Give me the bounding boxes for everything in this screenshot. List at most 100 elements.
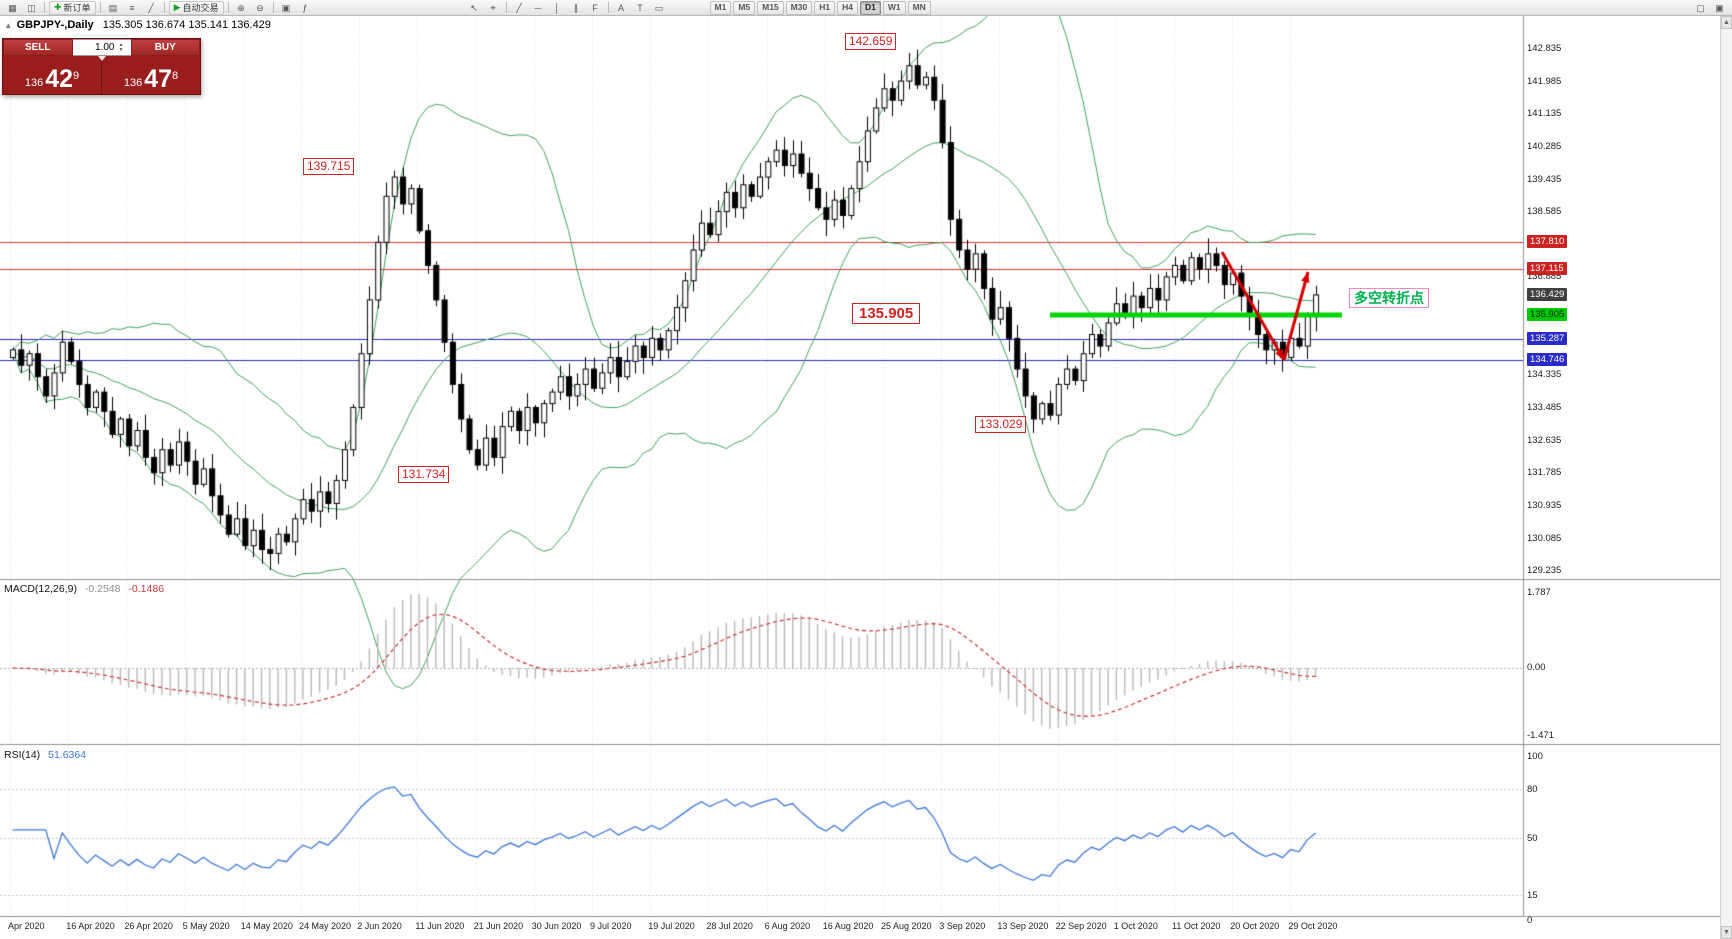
date-axis-label: 13 Sep 2020 bbox=[997, 921, 1049, 931]
new-order-button[interactable]: ✚ 新订单 bbox=[49, 0, 96, 15]
date-axis-label: 11 Jun 2020 bbox=[415, 921, 465, 931]
price-annotation-box[interactable]: 133.029 bbox=[975, 416, 1027, 433]
volume-stepper[interactable]: ▲ ▼ bbox=[118, 41, 124, 53]
new-order-button-icon: ✚ bbox=[54, 2, 62, 12]
price-axis-tick: 141.985 bbox=[1527, 75, 1562, 87]
rsi-title: RSI(14) bbox=[4, 749, 41, 761]
line-chart-icon[interactable]: ╱ bbox=[148, 2, 154, 13]
sell-button[interactable]: SELL bbox=[3, 39, 73, 56]
price-divider bbox=[101, 56, 102, 94]
timeframe-button-w1[interactable]: W1 bbox=[882, 0, 906, 15]
date-axis-label: 9 Jul 2020 bbox=[590, 921, 632, 931]
price-annotation-box[interactable]: 135.905 bbox=[852, 303, 921, 324]
timeframe-button-mn[interactable]: MN bbox=[907, 0, 931, 15]
price-axis-tick: 132.635 bbox=[1527, 434, 1562, 446]
price-axis-tick: 140.285 bbox=[1527, 140, 1562, 152]
timeframe-button-m30[interactable]: M30 bbox=[785, 0, 813, 15]
date-axis-label: 14 May 2020 bbox=[240, 921, 293, 931]
date-axis-label: 24 May 2020 bbox=[299, 921, 352, 931]
toolbar-separator bbox=[607, 2, 609, 13]
new-chart-icon[interactable]: ▦ bbox=[8, 2, 17, 13]
chart-grid-icon[interactable]: ▣ bbox=[281, 2, 291, 13]
macd-scale-tick: 1.787 bbox=[1527, 587, 1551, 598]
horizontal-line-icon[interactable]: ─ bbox=[534, 2, 542, 13]
price-axis-tick: 141.135 bbox=[1527, 108, 1562, 120]
toolbar-separator bbox=[227, 2, 229, 13]
price-annotation-box[interactable]: 142.659 bbox=[845, 33, 897, 50]
buy-price-sup: 8 bbox=[172, 70, 179, 82]
price-axis-tick: 130.935 bbox=[1527, 499, 1562, 511]
rsi-header: RSI(14) 51.6364 bbox=[4, 749, 86, 761]
vertical-line-icon[interactable]: │ bbox=[554, 2, 560, 13]
macd-signal-value: -0.1486 bbox=[128, 583, 165, 595]
timeframe-button-m15[interactable]: M15 bbox=[757, 0, 784, 15]
scroll-up-icon[interactable]: ▲ bbox=[1721, 16, 1732, 29]
crosshair-icon[interactable]: ⌖ bbox=[490, 2, 496, 13]
price-axis-tick: 129.235 bbox=[1527, 565, 1562, 577]
date-axis-label: 16 Aug 2020 bbox=[822, 921, 874, 931]
turning-point-label[interactable]: 多空转折点 bbox=[1349, 288, 1429, 308]
bar-chart-icon[interactable]: ≡ bbox=[129, 2, 135, 13]
date-axis-label: 1 Oct 2020 bbox=[1113, 921, 1158, 931]
chart-profiles-icon[interactable]: ◫ bbox=[27, 2, 36, 13]
one-click-toggle-icon[interactable]: ▴ bbox=[6, 20, 11, 30]
fibonacci-icon[interactable]: F bbox=[592, 2, 598, 13]
price-annotation-box[interactable]: 131.734 bbox=[398, 466, 450, 483]
one-click-trading-panel: SELL ▲▼ BUY 136 42 9 136 47 8 bbox=[2, 38, 201, 95]
sell-price-sup: 9 bbox=[73, 70, 80, 82]
candlestick-chart-icon[interactable]: ▤ bbox=[108, 2, 118, 13]
macd-header: MACD(12,26,9) -0.2548 -0.1486 bbox=[4, 583, 164, 595]
shapes-icon[interactable]: ▭ bbox=[654, 2, 664, 13]
zoom-in-icon[interactable]: ⊕ bbox=[237, 2, 245, 13]
auto-trading-button[interactable]: ▶ 自动交易 bbox=[168, 0, 224, 15]
timeframe-button-h1[interactable]: H1 bbox=[814, 0, 836, 15]
buy-price[interactable]: 136 47 8 bbox=[102, 56, 200, 94]
timeframe-button-d1[interactable]: D1 bbox=[859, 0, 881, 15]
price-axis-tick: 136.885 bbox=[1527, 271, 1562, 283]
rsi-value: 51.6364 bbox=[48, 749, 87, 761]
text-icon[interactable]: A bbox=[617, 2, 624, 13]
timeframe-button-h4[interactable]: H4 bbox=[837, 0, 858, 15]
date-axis-label: 5 May 2020 bbox=[182, 921, 230, 931]
date-axis-label: 26 Apr 2020 bbox=[124, 921, 173, 931]
sell-price[interactable]: 136 42 9 bbox=[3, 56, 101, 94]
date-axis-label: 6 Aug 2020 bbox=[764, 921, 811, 931]
date-axis-label: Apr 2020 bbox=[8, 921, 45, 931]
volume-input[interactable] bbox=[72, 41, 117, 54]
price-axis-tick-highlight: 137.115 bbox=[1527, 261, 1567, 275]
price-axis-tick: 134.335 bbox=[1527, 369, 1562, 381]
price-axis-tick: 138.585 bbox=[1527, 206, 1562, 218]
timeframe-button-m1[interactable]: M1 bbox=[709, 0, 732, 15]
dock-window-icon[interactable]: ▢ bbox=[1696, 2, 1705, 13]
price-axis-tick-highlight: 134.746 bbox=[1527, 352, 1568, 366]
trendline-icon[interactable]: ╱ bbox=[516, 2, 522, 13]
main-toolbar: ▦ ◫ ✚ 新订单 ▤ ≡ ╱ ▶ 自动交易 ⊕ ⊖ ▣ ƒ ↖ ⌖ ╱ ─ │ ∥ F A T ▭ M1 M5 M15 M30 H1… bbox=[0, 0, 1732, 16]
timeframe-button-m5[interactable]: M5 bbox=[733, 0, 756, 15]
price-axis-tick: 131.785 bbox=[1527, 467, 1562, 479]
buy-price-prefix: 136 bbox=[123, 77, 143, 89]
cursor-icon[interactable]: ↖ bbox=[470, 2, 478, 13]
trade-panel-prices: 136 42 9 136 47 8 bbox=[3, 56, 200, 94]
date-axis-label: 19 Jul 2020 bbox=[648, 921, 695, 931]
toolbar-separator bbox=[99, 2, 101, 13]
full-window-icon[interactable]: ▣ bbox=[1715, 2, 1724, 13]
spread-pointer-icon bbox=[97, 56, 106, 61]
zoom-out-icon[interactable]: ⊖ bbox=[256, 2, 264, 13]
price-axis-tick: 142.835 bbox=[1527, 43, 1562, 54]
date-axis-label: 2 Jun 2020 bbox=[357, 921, 402, 931]
date-axis-label: 3 Sep 2020 bbox=[939, 921, 986, 931]
price-annotation-box[interactable]: 139.715 bbox=[303, 158, 355, 175]
price-axis-tick-highlight: 137.810 bbox=[1527, 234, 1568, 248]
text-label-icon[interactable]: T bbox=[637, 2, 643, 13]
toolbar-separator bbox=[505, 2, 507, 13]
scroll-down-icon[interactable]: ▼ bbox=[1721, 926, 1732, 939]
price-axis-tick-highlight: 136.429 bbox=[1527, 287, 1568, 301]
channel-icon[interactable]: ∥ bbox=[573, 2, 579, 13]
rsi-scale-tick: 100 bbox=[1527, 751, 1543, 762]
chart-scrollbar[interactable]: ▲ ▼ bbox=[1720, 16, 1732, 939]
indicators-icon[interactable]: ƒ bbox=[302, 2, 308, 13]
buy-button[interactable]: BUY bbox=[130, 39, 200, 56]
trade-panel-controls: SELL ▲▼ BUY bbox=[3, 39, 200, 56]
